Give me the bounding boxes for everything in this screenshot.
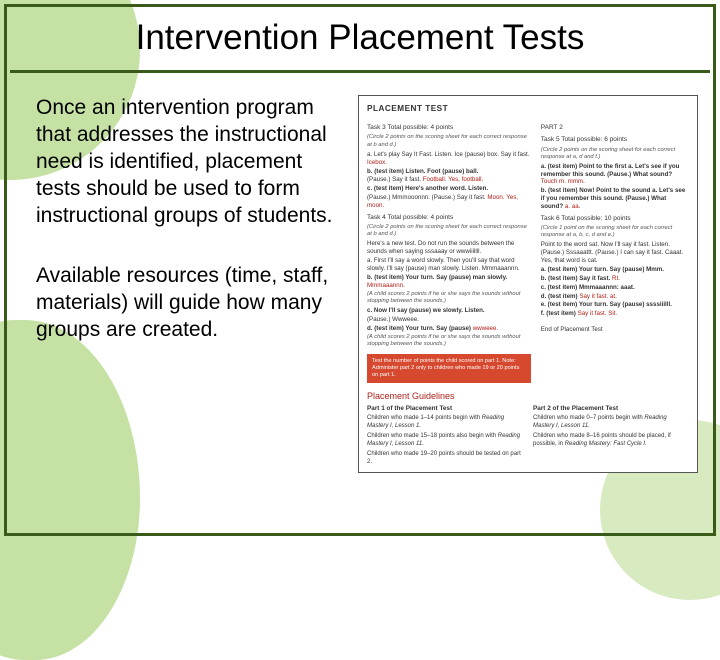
t6-d: d. (test item) Say it fast. at.: [541, 293, 689, 301]
task5-head: Task 5 Total possible: 6 points: [541, 136, 689, 144]
t4-c2: (Pause.) Wwweee.: [367, 316, 531, 324]
t5-b: b. (test item) Now! Point to the sound a…: [541, 187, 689, 210]
guidelines-col-1: Part 1 of the Placement Test Children wh…: [367, 405, 523, 469]
t3-c1: c. (test item) Here's another word. List…: [367, 185, 531, 193]
gl2-p1: Children who made 0–7 points begin with …: [533, 415, 689, 430]
slide-title: Intervention Placement Tests: [0, 0, 720, 70]
t3-b1: b. (test item) Listen. Foot (pause) ball…: [367, 168, 531, 176]
guidelines-col-2: Part 2 of the Placement Test Children wh…: [533, 405, 689, 469]
body-text-column: Once an intervention program that addres…: [36, 95, 344, 473]
guidelines-columns: Part 1 of the Placement Test Children wh…: [367, 405, 689, 469]
t3-b2: (Pause.) Say it fast. Football. Yes, foo…: [367, 176, 531, 184]
t4-note1: (A child scores 2 points if he or she sa…: [367, 291, 531, 305]
t6-e: e. (test item) Your turn. Say (pause) ss…: [541, 301, 689, 309]
t6-c: c. (test item) Mmmaaannn: aaat.: [541, 284, 689, 292]
t4-note2: (A child scores 2 points if he or she sa…: [367, 334, 531, 348]
pt-columns: Task 3 Total possible: 4 points (Circle …: [367, 120, 689, 383]
guidelines-header: Placement Guidelines: [367, 391, 689, 402]
part2-label: PART 2: [541, 124, 689, 132]
task3-instr: (Circle 2 points on the scoring sheet fo…: [367, 134, 531, 148]
gl1-sub: Part 1 of the Placement Test: [367, 405, 523, 413]
gl1-p3: Children who made 19–20 points should be…: [367, 451, 523, 466]
t6-b: b. (test item) Say it fast. Rt.: [541, 275, 689, 283]
pt-column-1: Task 3 Total possible: 4 points (Circle …: [367, 120, 531, 383]
t6-intro: Point to the word sat. Now I'll say it f…: [541, 241, 689, 264]
task6-head: Task 6 Total possible: 10 points: [541, 215, 689, 223]
gl2-sub: Part 2 of the Placement Test: [533, 405, 689, 413]
slide-body: Once an intervention program that addres…: [0, 73, 720, 473]
pt-column-2: PART 2 Task 5 Total possible: 6 points (…: [541, 120, 689, 383]
callout-box: Test the number of points the child scor…: [367, 354, 531, 383]
t4-c1: c. Now I'll say (pause) we slowly. Liste…: [367, 307, 531, 315]
t6-f: f. (test item) Say it fast. Sit.: [541, 310, 689, 318]
t4-d1: d. (test item) Your turn. Say (pause) ww…: [367, 325, 531, 333]
t3-a: a. Let's play Say It Fast. Listen. Ice (…: [367, 151, 531, 167]
task4-instr: (Circle 2 points on the scoring sheet fo…: [367, 224, 531, 238]
slide-content: Intervention Placement Tests Once an int…: [0, 0, 720, 540]
t4-a1: a. First I'll say a word slowly. Then yo…: [367, 257, 531, 273]
task3-head: Task 3 Total possible: 4 points: [367, 124, 531, 132]
t5-a: a. (test item) Point to the first a. Let…: [541, 163, 689, 186]
gl1-p1: Children who made 1–14 points begin with…: [367, 415, 523, 430]
t4-intro: Here's a new test. Do not run the sounds…: [367, 240, 531, 256]
task6-instr: (Circle 1 point on the scoring sheet for…: [541, 225, 689, 239]
t3-c2: (Pause.) Mmmooonnn. (Pause.) Say it fast…: [367, 194, 531, 210]
paragraph-1: Once an intervention program that addres…: [36, 95, 344, 229]
task4-head: Task 4 Total possible: 4 points: [367, 214, 531, 222]
pt-header: PLACEMENT TEST: [367, 104, 689, 114]
task5-instr: (Circle 2 points on the scoring sheet fo…: [541, 147, 689, 161]
paragraph-2: Available resources (time, staff, materi…: [36, 263, 344, 344]
t4-b1: b. (test item) Your turn. Say (pause) ma…: [367, 274, 531, 290]
placement-test-figure: PLACEMENT TEST Task 3 Total possible: 4 …: [358, 95, 698, 473]
gl1-p2: Children who made 15–18 points also begi…: [367, 433, 523, 448]
gl2-p2: Children who made 8–16 points should be …: [533, 433, 689, 448]
end-label: End of Placement Test: [541, 326, 689, 334]
t6-a: a. (test item) Your turn. Say (pause) Mm…: [541, 266, 689, 274]
